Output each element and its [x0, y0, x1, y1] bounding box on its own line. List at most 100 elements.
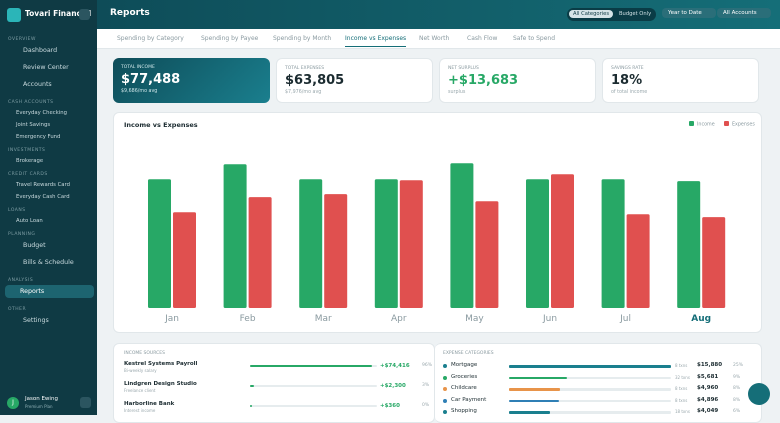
kpi-label: TOTAL EXPENSES — [285, 66, 325, 71]
nav-item[interactable]: Reports — [5, 285, 94, 298]
section-title: EXPENSE CATEGORIES — [443, 351, 494, 356]
tab[interactable]: Income vs Expenses — [345, 35, 407, 47]
nav-item[interactable]: Accounts — [23, 81, 52, 88]
kpi-card: SAVINGS RATE 18% of total income — [602, 58, 759, 103]
nav-item[interactable]: Joint Savings — [16, 122, 51, 128]
category-dot — [443, 398, 447, 403]
kpi-value: $63,805 — [285, 73, 345, 88]
legend-swatch — [689, 121, 694, 126]
amount-bar — [509, 411, 551, 414]
nav-item[interactable]: Review Center — [23, 64, 69, 71]
toggle-option[interactable]: All Categories — [569, 10, 614, 18]
bar — [450, 163, 474, 308]
accounts-dropdown[interactable]: All Accounts — [717, 8, 771, 18]
share-bar — [250, 405, 252, 407]
kpi-label: NET SURPLUS — [448, 66, 479, 71]
header: Reports All Categories Budget Only Year to … — [97, 0, 780, 29]
bar — [626, 214, 650, 308]
tab[interactable]: Spending by Month — [273, 35, 332, 42]
category-share: 8% — [733, 397, 741, 403]
tab[interactable]: Cash Flow — [467, 35, 498, 42]
source-sub: Freelance client — [124, 388, 156, 393]
source-sub: Bi-weekly salary — [124, 368, 157, 373]
section-title: ANALYSIS — [8, 278, 34, 283]
bar — [551, 174, 574, 308]
nav-item[interactable]: Everyday Checking — [16, 110, 67, 116]
x-tick-label: Mar — [315, 314, 332, 324]
kpi-card: TOTAL INCOME $77,488 $9,686/mo avg — [113, 58, 270, 103]
nav-item[interactable]: Settings — [23, 317, 49, 324]
bar — [374, 179, 398, 308]
chat-button[interactable] — [748, 383, 770, 405]
nav-item[interactable]: Budget — [23, 242, 46, 249]
amount-bar — [509, 388, 560, 391]
source-amount: +$74,416 — [380, 363, 410, 369]
category-dot — [443, 364, 447, 368]
bar — [223, 164, 247, 308]
period-dropdown[interactable]: Year to Date — [662, 8, 716, 18]
bar — [248, 197, 272, 308]
bar — [526, 179, 549, 308]
source-name: Kestrel Systems Payroll — [124, 361, 198, 367]
tab[interactable]: Spending by Payee — [201, 35, 259, 42]
page-title: Reports — [110, 8, 150, 18]
kpi-label: TOTAL INCOME — [121, 65, 155, 70]
tab[interactable]: Safe to Spend — [513, 35, 556, 42]
x-tick-label: Feb — [240, 314, 256, 324]
bar — [702, 217, 726, 308]
kpi-value: +$13,683 — [448, 73, 519, 88]
logout-button[interactable] — [80, 397, 91, 408]
collapse-button[interactable] — [79, 9, 90, 20]
nav-item[interactable]: Brokerage — [16, 158, 44, 164]
toggle-option[interactable]: Budget Only — [619, 11, 652, 17]
category-share: 9% — [733, 374, 741, 380]
nav-item[interactable]: Auto Loan — [16, 218, 43, 224]
expense-categories: EXPENSE CATEGORIES Mortgage 8 txns $15,880 2… — [435, 343, 762, 423]
kpi-sub: surplus — [448, 90, 466, 95]
category-amount: $5,681 — [697, 373, 719, 380]
source-share: 3% — [422, 383, 430, 388]
logo-icon — [7, 8, 21, 22]
section-title: CASH ACCOUNTS — [8, 100, 54, 105]
section-title: OTHER — [8, 307, 27, 312]
source-amount: +$2,300 — [380, 383, 406, 389]
tab[interactable]: Net Worth — [419, 35, 450, 42]
bar-track — [509, 399, 671, 402]
category-count: 18 txns — [675, 409, 690, 414]
category-amount: $4,960 — [697, 385, 719, 391]
category-dot — [443, 387, 447, 391]
user-name: Jason Ewing — [25, 396, 58, 402]
category-name: Groceries — [451, 373, 478, 380]
x-tick-label: Jun — [542, 314, 557, 324]
bar — [601, 179, 625, 308]
bar — [148, 179, 171, 308]
nav-item[interactable]: Emergency Fund — [16, 134, 61, 140]
category-name: Car Payment — [451, 396, 487, 403]
share-bar — [250, 385, 254, 387]
nav-item[interactable]: Everyday Cash Card — [16, 194, 70, 200]
category-name: Mortgage — [451, 362, 478, 368]
source-share: 0% — [422, 403, 430, 408]
amount-bar — [509, 399, 559, 402]
legend-swatch — [724, 121, 729, 126]
bar — [324, 194, 348, 308]
source-share: 96% — [422, 363, 433, 368]
bar-track — [509, 411, 671, 414]
nav-item[interactable]: Bills & Schedule — [23, 259, 74, 266]
bar — [399, 180, 423, 308]
category-count: 8 txns — [675, 397, 688, 403]
sidebar: Tovari Financial OVERVIEW Dashboard Review … — [0, 0, 97, 415]
legend-label: Expenses — [732, 122, 755, 128]
category-amount: $4,896 — [697, 396, 719, 403]
category-name: Childcare — [451, 385, 477, 391]
section-title: PLANNING — [8, 232, 36, 237]
income-sources: INCOME SOURCES Kestrel Systems Payroll Bi-… — [113, 343, 435, 423]
nav-item[interactable]: Travel Rewards Card — [16, 182, 70, 188]
kpi-sub: of total income — [611, 90, 648, 95]
bar-track — [250, 405, 377, 407]
tab[interactable]: Spending by Category — [117, 35, 184, 42]
nav-item[interactable]: Dashboard — [23, 47, 58, 54]
x-tick-label: Aug — [691, 314, 711, 324]
x-tick-label: Jan — [164, 314, 179, 324]
